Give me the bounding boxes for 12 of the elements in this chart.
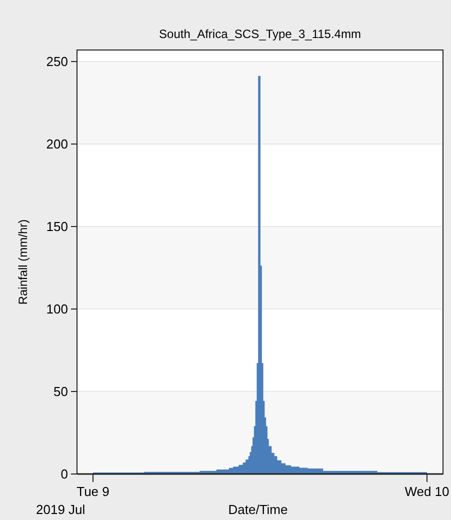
text: 2019 Jul	[36, 502, 86, 517]
y-tick-label: 100	[46, 302, 68, 317]
y-tick-label: 150	[46, 219, 68, 234]
chart-title: South_Africa_SCS_Type_3_115.4mm	[159, 27, 361, 41]
y-tick-label: 200	[46, 136, 68, 152]
x-axis-title: Date/Time	[228, 502, 288, 517]
y-tick-label: 0	[60, 466, 68, 482]
y-tick-label: 50	[54, 384, 68, 400]
x-tick-label: Wed 10	[404, 484, 450, 499]
x-tick-label: Tue 9	[76, 484, 110, 499]
y-tick-label: 250	[46, 54, 68, 70]
y-axis-title: Rainfall (mm/hr)	[16, 219, 30, 305]
